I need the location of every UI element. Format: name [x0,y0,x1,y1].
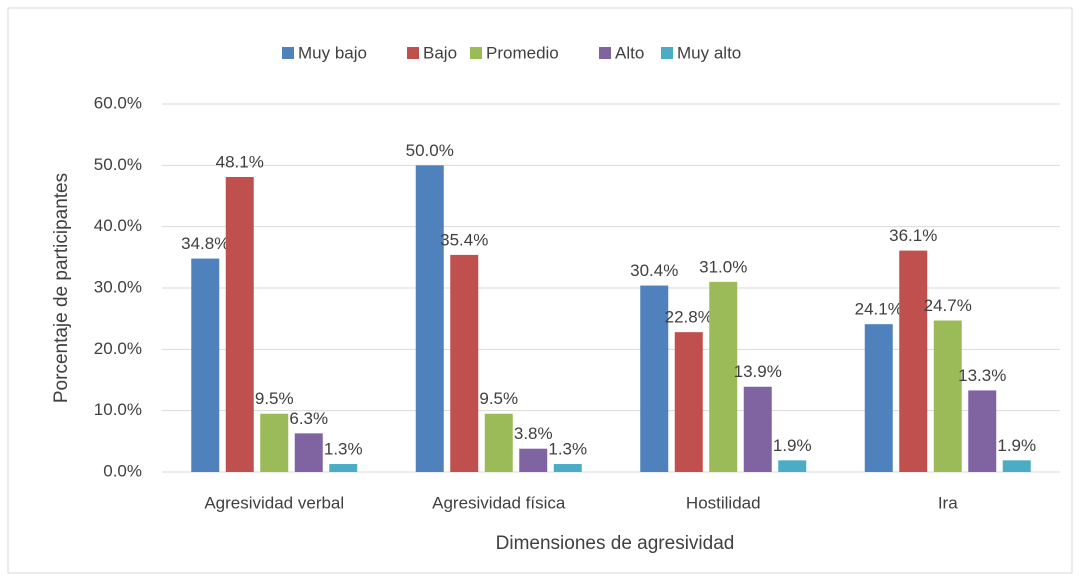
y-tick-label: 60.0% [94,93,142,112]
y-tick-label: 10.0% [94,400,142,419]
data-label: 6.3% [289,409,328,428]
bar [415,165,444,473]
legend-label: Bajo [423,43,457,62]
legend-swatch [470,47,482,59]
legend-label: Alto [615,43,644,62]
bar [260,413,289,472]
y-tick-label: 50.0% [94,155,142,174]
x-tick-label: Agresividad física [432,493,566,512]
legend-swatch [661,47,673,59]
bar [519,448,548,472]
data-label: 30.4% [630,261,678,280]
bar [640,285,669,472]
data-label: 24.7% [924,296,972,315]
data-label: 1.9% [997,436,1036,455]
bar [968,390,997,472]
data-label: 48.1% [216,152,264,171]
legend-label: Promedio [486,43,559,62]
bar [674,332,703,472]
x-tick-label: Agresividad verbal [204,493,344,512]
y-tick-label: 40.0% [94,216,142,235]
y-tick-label: 20.0% [94,339,142,358]
data-label: 36.1% [889,226,937,245]
legend-swatch [599,47,611,59]
chart-border [7,7,1073,574]
data-label: 13.9% [734,362,782,381]
data-label: 13.3% [958,366,1006,385]
data-label: 35.4% [440,230,488,249]
x-axis-title: Dimensiones de agresividad [496,533,735,554]
legend-label: Muy bajo [298,43,367,62]
legend-swatch [282,47,294,59]
data-label: 1.9% [773,436,812,455]
data-label: 9.5% [255,389,294,408]
bar [329,464,358,472]
bar [225,176,254,472]
bar [1002,460,1031,472]
data-label: 31.0% [699,257,747,276]
bar [709,281,738,472]
y-tick-label: 30.0% [94,277,142,296]
bar [933,320,962,472]
data-label: 9.5% [479,389,518,408]
bar [864,324,893,472]
data-label: 50.0% [406,141,454,160]
legend-swatch [407,47,419,59]
y-axis-title: Porcentaje de participantes [51,173,72,403]
bar [294,433,323,472]
bar [484,413,513,472]
bar [899,250,928,472]
x-tick-label: Hostilidad [686,493,761,512]
data-label: 22.8% [665,308,713,327]
bar [191,258,220,472]
x-tick-label: Ira [938,493,958,512]
data-label: 1.3% [324,440,363,459]
data-label: 3.8% [514,424,553,443]
legend-label: Muy alto [677,43,741,62]
bar [778,460,807,472]
data-label: 1.3% [548,440,587,459]
bar [450,254,479,472]
bar [553,464,582,472]
bar [743,386,772,472]
data-label: 24.1% [855,300,903,319]
y-tick-label: 0.0% [103,461,142,480]
data-label: 34.8% [181,234,229,253]
